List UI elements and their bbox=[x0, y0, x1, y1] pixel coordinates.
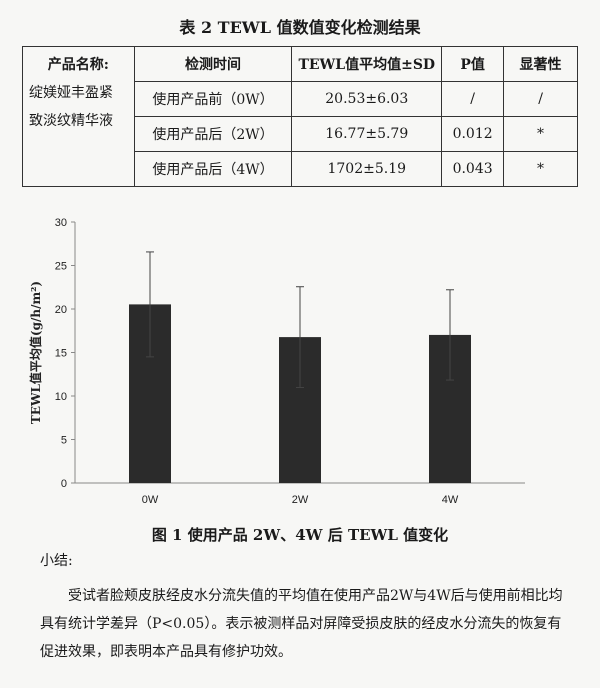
table-row: 使用产品后（2W） 16.77±5.79 0.012 * bbox=[23, 116, 578, 152]
product-cell: 产品名称: 绽媄娅丰盈紧 致淡纹精华液 bbox=[22, 46, 135, 187]
cell-tewl: 20.53±6.03 bbox=[291, 81, 443, 117]
cell-p: 0.043 bbox=[441, 151, 505, 187]
table-row: 使用产品后（4W） 1702±5.19 0.043 * bbox=[23, 151, 578, 187]
table-row: 使用产品前（0W） 20.53±6.03 / / bbox=[23, 81, 578, 117]
y-tick-label: 20 bbox=[55, 304, 67, 316]
y-tick-label: 5 bbox=[61, 435, 67, 447]
y-tick-label: 25 bbox=[55, 261, 67, 273]
x-tick-label: 0W bbox=[142, 494, 159, 506]
cell-p: / bbox=[441, 81, 505, 117]
cell-tewl: 16.77±5.79 bbox=[291, 116, 443, 152]
cell-sig: * bbox=[503, 116, 578, 152]
figure-caption: 图 1 使用产品 2W、4W 后 TEWL 值变化 bbox=[151, 526, 449, 544]
header-tewl: TEWL值平均值±SD bbox=[291, 46, 443, 82]
cell-p: 0.012 bbox=[441, 116, 505, 152]
table-header-row: 产品名称: 绽媄娅丰盈紧 致淡纹精华液 检测时间 TEWL值平均值±SD P值 … bbox=[22, 46, 578, 187]
cell-time: 使用产品后（2W） bbox=[133, 116, 293, 152]
tewl-bar-chart: 0 5 10 15 20 25 30 0W 2W 4W TEWL值平均值(g/h/m²) bbox=[28, 217, 525, 506]
header-sig: 显著性 bbox=[503, 46, 578, 82]
x-tick-label: 2W bbox=[292, 494, 309, 506]
y-tick-label: 30 bbox=[55, 217, 67, 229]
cell-time: 使用产品后（4W） bbox=[133, 151, 293, 187]
header-p: P值 bbox=[441, 46, 505, 82]
summary-title: 小结: bbox=[40, 553, 73, 569]
y-tick-label: 0 bbox=[61, 478, 67, 490]
cell-tewl: 1702±5.19 bbox=[291, 151, 443, 187]
product-name-line-2: 致淡纹精华液 bbox=[29, 113, 113, 129]
x-tick-label: 4W bbox=[442, 494, 459, 506]
header-time: 检测时间 bbox=[133, 46, 293, 82]
cell-sig: * bbox=[503, 151, 578, 187]
cell-sig: / bbox=[503, 81, 578, 117]
y-tick-label: 15 bbox=[55, 348, 67, 360]
y-tick-label: 10 bbox=[55, 391, 67, 403]
table-caption: 表 2 TEWL 值数值变化检测结果 bbox=[179, 18, 421, 37]
product-header: 产品名称: bbox=[47, 57, 109, 73]
y-axis-label: TEWL值平均值(g/h/m²) bbox=[28, 281, 43, 424]
results-table: 产品名称: 绽媄娅丰盈紧 致淡纹精华液 检测时间 TEWL值平均值±SD P值 … bbox=[22, 46, 578, 187]
cell-time: 使用产品前（0W） bbox=[133, 81, 293, 117]
summary-body: 受试者脸颊皮肤经皮水分流失值的平均值在使用产品2W与4W后与使用前相比均具有统计… bbox=[40, 588, 563, 660]
product-name-line-1: 绽媄娅丰盈紧 bbox=[29, 85, 113, 101]
